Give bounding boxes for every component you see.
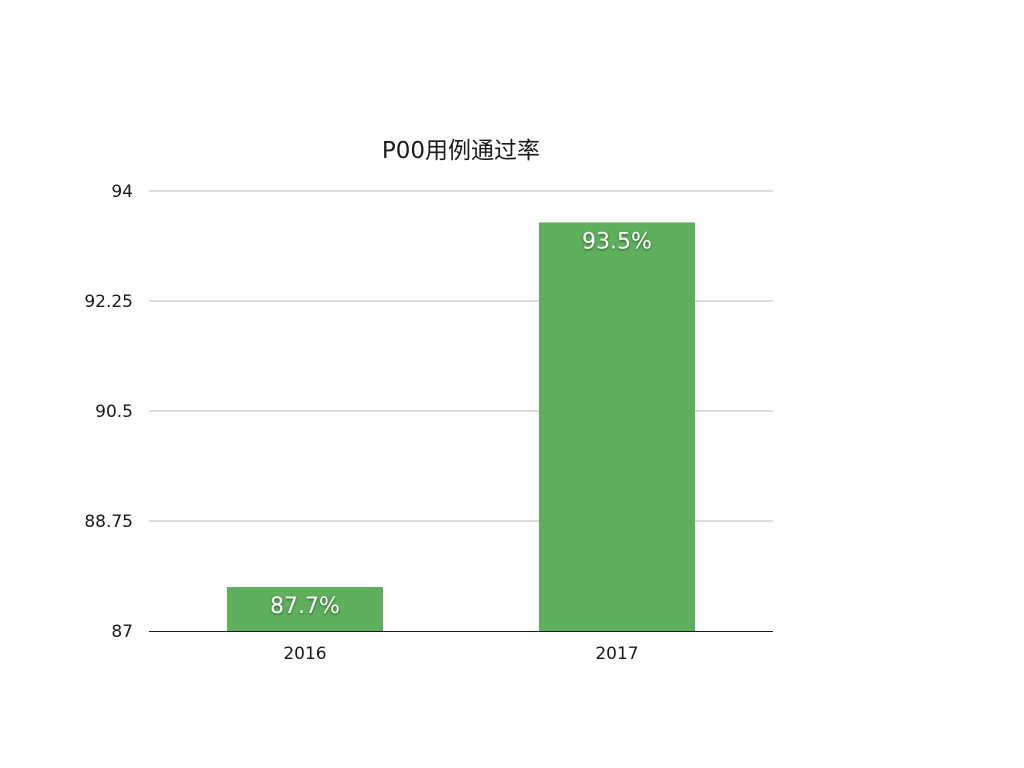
y-tick-label: 90.5 — [95, 402, 133, 422]
y-axis-ticks: 87 88.75 90.5 92.25 94 — [84, 182, 133, 642]
data-label-2017: 93.5% — [582, 229, 652, 254]
y-tick-label: 88.75 — [84, 512, 133, 532]
x-axis-ticks: 2016 2017 — [283, 644, 638, 664]
bar-2016 — [227, 587, 383, 631]
x-tick-label: 2017 — [595, 644, 638, 664]
bars — [227, 222, 695, 631]
y-tick-label: 94 — [111, 182, 133, 202]
x-tick-label: 2016 — [283, 644, 326, 664]
chart-title: P00用例通过率 — [382, 138, 540, 164]
y-tick-label: 92.25 — [84, 292, 133, 312]
y-tick-label: 87 — [111, 622, 133, 642]
data-labels: 87.7% 93.5% — [270, 229, 652, 619]
data-label-2016: 87.7% — [270, 594, 340, 619]
bar-2017 — [539, 222, 695, 631]
